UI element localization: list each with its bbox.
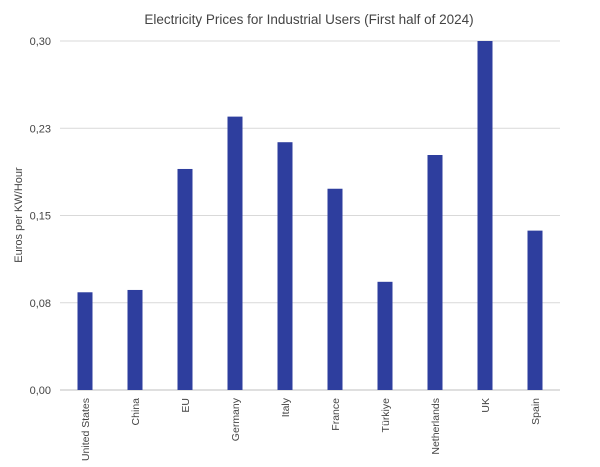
- x-tick-label: EU: [180, 398, 192, 413]
- y-tick-label: 0,08: [30, 298, 51, 310]
- x-tick-label: Spain: [530, 398, 542, 425]
- x-tick-label: France: [330, 398, 342, 431]
- bar: [77, 292, 93, 390]
- chart-title: Electricity Prices for Industrial Users …: [144, 12, 473, 27]
- x-tick-label: Türkiye: [380, 398, 392, 433]
- y-tick-label: 0,00: [30, 385, 51, 397]
- bar: [127, 289, 143, 390]
- bar: [527, 230, 543, 390]
- x-axis-ticks: United States China EU Germany Italy France Tü…: [80, 397, 542, 461]
- y-tick-label: 0,30: [30, 36, 51, 48]
- bar: [177, 168, 193, 390]
- x-tick-label: Germany: [230, 397, 242, 441]
- x-tick-label: UK: [480, 398, 492, 413]
- y-axis-label: Euros per KW/Hour: [13, 167, 25, 263]
- bar: [277, 142, 293, 390]
- bar: [427, 155, 443, 390]
- bar: [327, 188, 343, 390]
- x-tick-label: Netherlands: [430, 398, 442, 455]
- bar: [377, 281, 393, 390]
- x-tick-label: Italy: [280, 397, 292, 417]
- bars: [77, 41, 543, 390]
- gridlines: [60, 40, 560, 391]
- bar: [227, 116, 243, 390]
- y-tick-label: 0,15: [30, 211, 51, 223]
- y-tick-label: 0,23: [30, 123, 51, 135]
- bar: [477, 41, 493, 390]
- x-tick-label: China: [130, 398, 142, 426]
- y-axis-ticks: 0,00 0,08 0,15 0,23 0,30: [30, 36, 51, 397]
- x-tick-label: United States: [80, 398, 92, 461]
